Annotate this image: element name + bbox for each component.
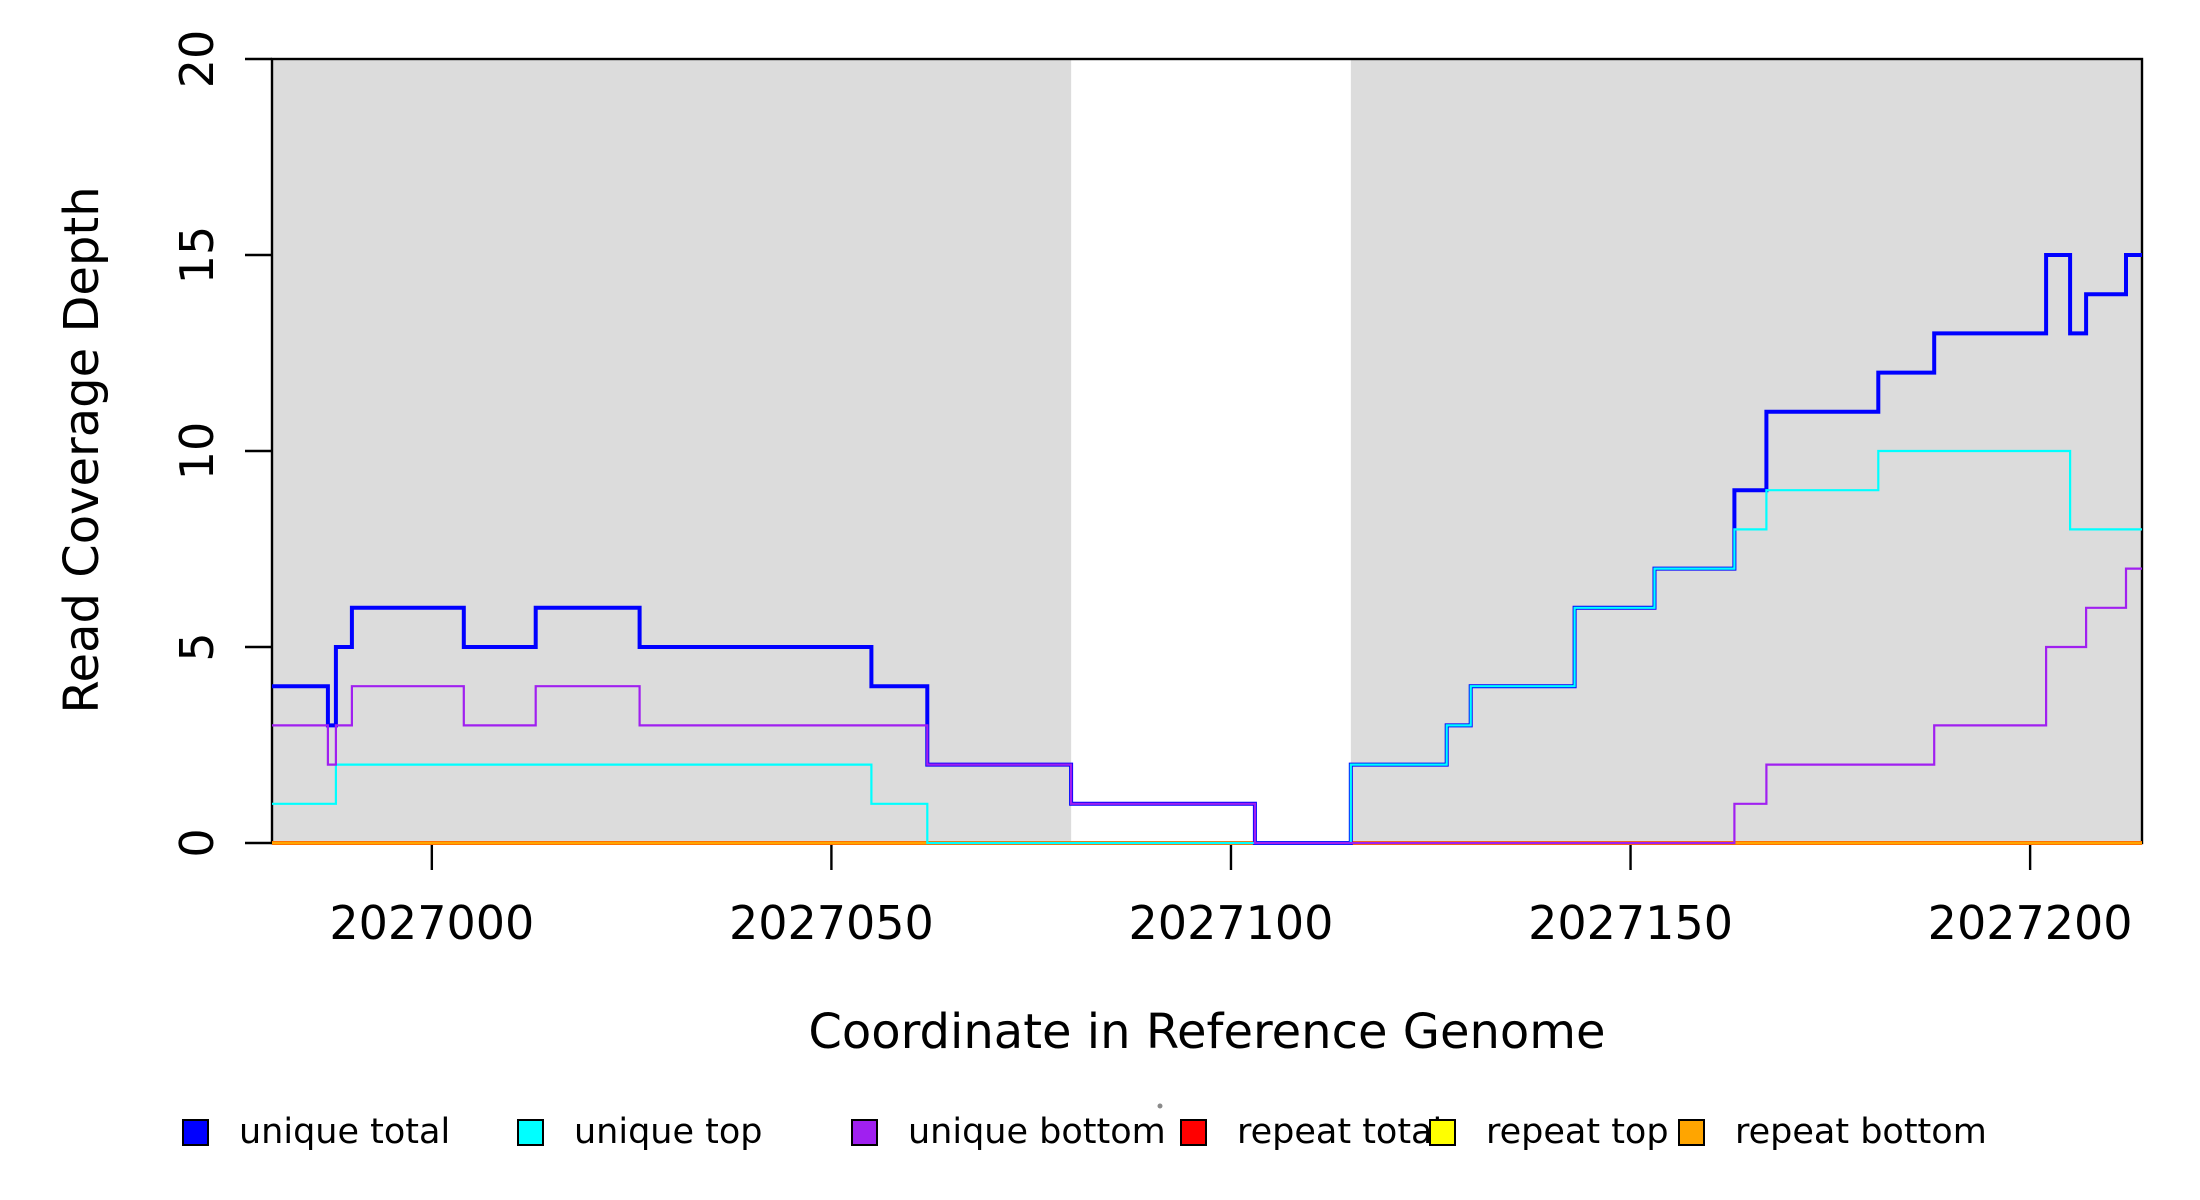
series-unique-top — [272, 449, 2142, 845]
x-axis-title: Coordinate in Reference Genome — [808, 1004, 1606, 1060]
x-tick-label: 2027050 — [729, 896, 934, 950]
y-tick-label: 5 — [170, 632, 224, 661]
legend-label: repeat top — [1486, 1112, 1669, 1152]
x-tick-label: 2027100 — [1129, 896, 1334, 950]
repeat-bottom-swatch-icon — [1678, 1118, 1705, 1146]
legend-item-unique-total: unique total — [182, 1112, 451, 1152]
repeat-total-swatch-icon — [1180, 1118, 1207, 1146]
unique-top-swatch-icon — [517, 1118, 544, 1146]
legend-label: repeat total — [1237, 1112, 1443, 1152]
legend-item-unique-top: unique top — [517, 1112, 763, 1152]
y-tick-label: 20 — [170, 30, 224, 89]
legend-label: unique bottom — [908, 1112, 1166, 1152]
legend-item-repeat-top: repeat top — [1429, 1112, 1669, 1152]
legend-label: unique top — [574, 1112, 763, 1152]
unique-total-swatch-icon — [182, 1118, 209, 1146]
shaded-region-0 — [272, 59, 1072, 843]
unique-bottom-swatch-icon — [851, 1118, 878, 1146]
repeat-top-swatch-icon — [1429, 1118, 1456, 1146]
legend-item-repeat-total: repeat total — [1180, 1112, 1443, 1152]
x-tick-label: 2027200 — [1928, 896, 2133, 950]
series-unique-bottom — [272, 567, 2142, 845]
y-axis-title: Read Coverage Depth — [54, 186, 110, 714]
legend-label: unique total — [239, 1112, 451, 1152]
legend-item-unique-bottom: unique bottom — [851, 1112, 1166, 1152]
y-tick-label: 15 — [170, 226, 224, 285]
y-tick-label: 0 — [170, 828, 224, 857]
x-tick-label: 2027150 — [1528, 896, 1733, 950]
legend-item-repeat-bottom: repeat bottom — [1678, 1112, 1987, 1152]
x-tick-label: 2027000 — [329, 896, 534, 950]
speck — [1157, 1103, 1163, 1109]
y-tick-label: 10 — [170, 422, 224, 481]
legend-label: repeat bottom — [1735, 1112, 1987, 1152]
